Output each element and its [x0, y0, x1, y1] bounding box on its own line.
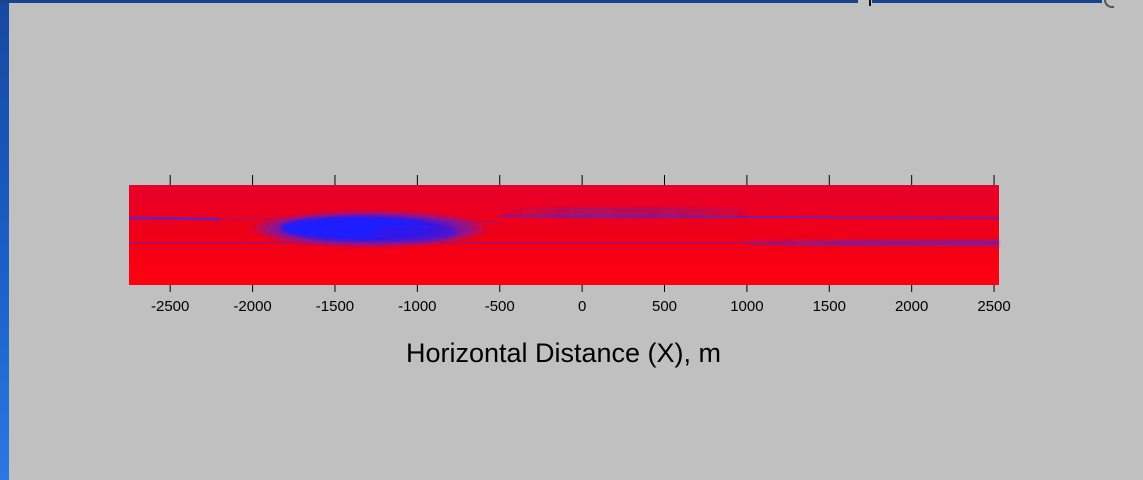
- right-lower-band: [746, 240, 999, 246]
- x-tick-label: -2500: [151, 298, 189, 315]
- x-axis-title: Horizontal Distance (X), m: [405, 338, 722, 368]
- x-tick-label: -500: [485, 298, 515, 315]
- x-tick-label: 1000: [730, 298, 763, 315]
- x-tick-label: 2500: [977, 298, 1010, 315]
- x-tick-label: 500: [652, 298, 677, 315]
- plot-area: [128, 185, 1000, 285]
- x-axis: -2500 -2000 -1500 -1000 -500 0 500 1000 1500 2000…: [151, 175, 1011, 315]
- x-tick-label: -2000: [233, 298, 271, 315]
- top-accent-bar-right: [872, 0, 1102, 3]
- left-accent-bar: [0, 0, 9, 480]
- x-tick-label: -1000: [398, 298, 436, 315]
- x-tick-label: 1500: [813, 298, 846, 315]
- x-tick-label: -1500: [316, 298, 354, 315]
- right-upper-band: [499, 208, 747, 218]
- main-lens-tail: [372, 225, 459, 241]
- upper-layer-line: [128, 216, 220, 221]
- corner-tick-mark: [869, 0, 871, 6]
- corner-bracket-mark: [1104, 0, 1114, 8]
- x-tick-label: 0: [578, 298, 586, 315]
- top-accent-bar: [0, 0, 858, 3]
- x-tick-label: 2000: [895, 298, 928, 315]
